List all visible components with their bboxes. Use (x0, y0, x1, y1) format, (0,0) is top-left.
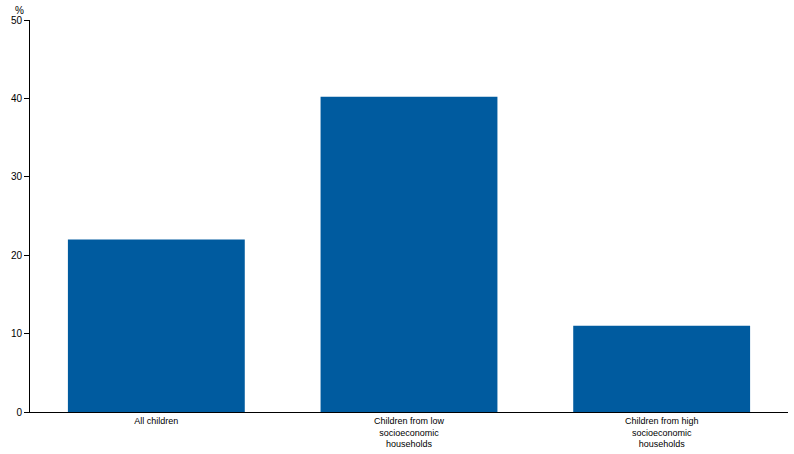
svg-text:40: 40 (11, 93, 23, 104)
svg-text:50: 50 (11, 15, 23, 26)
svg-text:20: 20 (11, 250, 23, 261)
svg-text:%: % (15, 5, 24, 16)
svg-text:10: 10 (11, 328, 23, 339)
svg-text:30: 30 (11, 171, 23, 182)
svg-text:Children from highsocioeconomi: Children from highsocioeconomichousehold… (625, 416, 699, 449)
svg-text:Children from lowsocioeconomic: Children from lowsocioeconomichouseholds (374, 416, 445, 449)
svg-text:0: 0 (16, 407, 22, 418)
svg-text:All children: All children (134, 416, 178, 426)
